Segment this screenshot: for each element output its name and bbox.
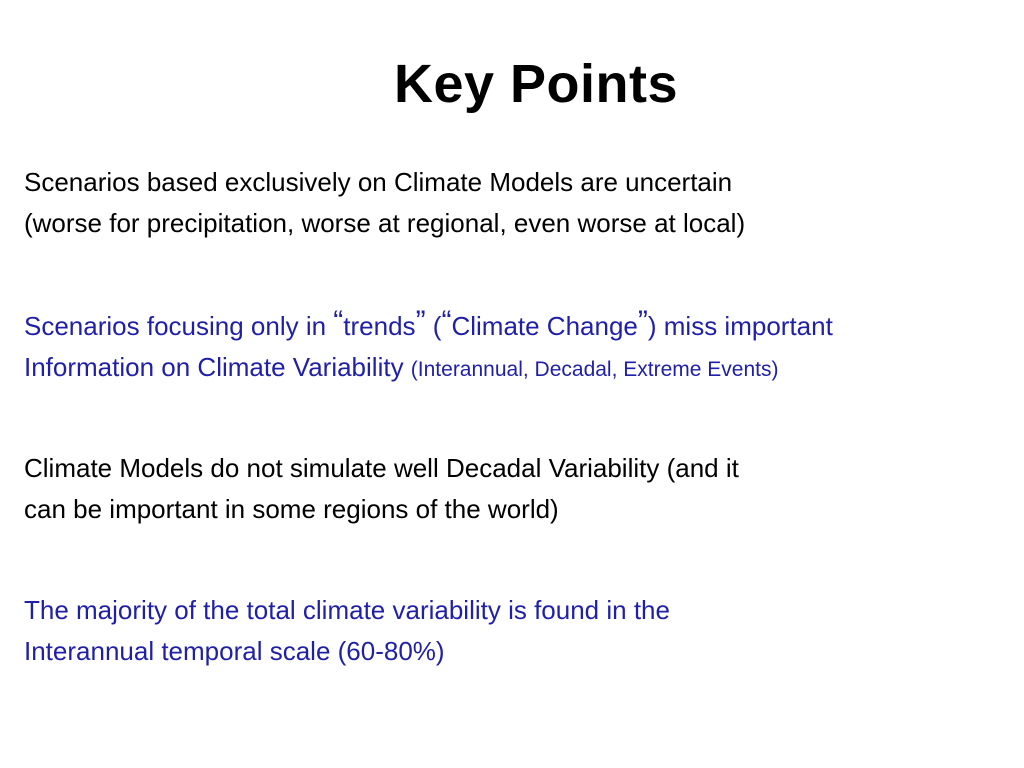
key-point-2-text-b: ( [425, 311, 442, 341]
key-point-4: The majority of the total climate variab… [24, 590, 1014, 672]
key-point-1-line-2: (worse for precipitation, worse at regio… [24, 208, 746, 238]
key-point-2-line-2-main: Information on Climate Variability [24, 352, 411, 382]
key-point-2-line-2-note: (Interannual, Decadal, Extreme Events) [410, 358, 779, 381]
key-point-3-line-1: Climate Models do not simulate well Deca… [24, 453, 739, 483]
key-point-2-line-2: Information on Climate Variability (Inte… [24, 347, 1014, 390]
key-point-2-text-c: ) miss important [647, 311, 833, 341]
climate-change-text: Climate Change [451, 311, 638, 341]
close-quote: ” [637, 305, 648, 338]
slide-title: Key Points [393, 54, 679, 114]
key-point-2-text-a: Scenarios focusing only in [24, 311, 334, 341]
open-quote: “ [333, 305, 344, 338]
open-quote: “ [441, 305, 452, 338]
key-point-2: Scenarios focusing only in “trends” (“Cl… [24, 305, 1014, 390]
key-point-1-line-1: Scenarios based exclusively on Climate M… [24, 167, 733, 197]
trends-text: trends [343, 311, 416, 341]
key-point-4-line-2: Interannual temporal scale (60-80%) [24, 636, 445, 666]
key-point-3: Climate Models do not simulate well Deca… [24, 448, 1014, 530]
close-quote: ” [415, 305, 426, 338]
key-point-3-line-2: can be important in some regions of the … [24, 494, 559, 524]
key-point-2-line-1: Scenarios focusing only in “trends” (“Cl… [24, 305, 1014, 347]
key-point-4-line-1: The majority of the total climate variab… [24, 595, 670, 625]
key-point-1: Scenarios based exclusively on Climate M… [24, 162, 1014, 244]
